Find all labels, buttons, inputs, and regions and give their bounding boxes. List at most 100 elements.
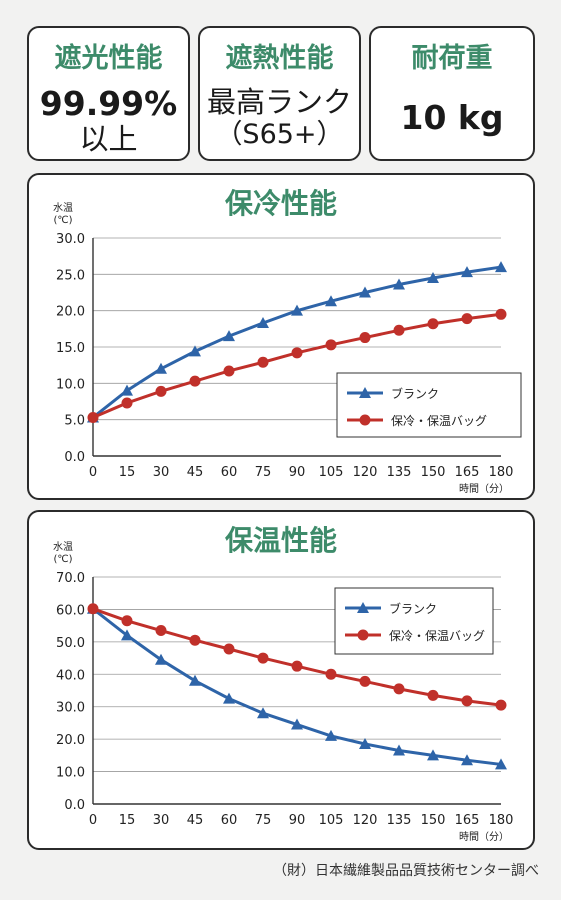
x-tick-label: 135 (387, 465, 412, 480)
data-point (257, 317, 269, 329)
data-point (427, 749, 439, 761)
y-tick-label: 5.0 (64, 414, 85, 429)
chart-panel-warm: 保温性能 水温 (℃) 0.0 10.0 20.0 30.0 40.0 50.0 60.0 70.0… (27, 510, 535, 850)
x-tick-label: 165 (455, 465, 480, 480)
data-point (257, 652, 269, 664)
stat-title: 遮熱性能 (225, 43, 334, 74)
x-tick-label: 120 (353, 465, 378, 480)
stat-box-load: 耐荷重 10 kg (369, 26, 535, 161)
x-tick-label: 75 (255, 813, 272, 828)
data-point (257, 356, 269, 368)
y-tick-label: 10.0 (56, 766, 85, 781)
x-tick-label: 30 (153, 465, 170, 480)
x-tick-label: 90 (289, 813, 306, 828)
x-axis-label: 時間（分） (459, 831, 509, 843)
y-axis-label: 水温 (53, 202, 73, 214)
stat-box-shading: 遮光性能 99.99% 以上 (27, 26, 190, 161)
stat-value-sub: （S65+） (215, 119, 344, 150)
x-tick-label: 180 (489, 465, 514, 480)
legend-box (336, 372, 522, 438)
data-point (393, 324, 405, 336)
y-axis-label: 水温 (53, 541, 73, 553)
data-point (393, 683, 405, 695)
chart-title: 保温性能 (225, 524, 337, 557)
y-tick-label: 40.0 (56, 668, 85, 683)
x-tick-label: 15 (119, 465, 136, 480)
data-point (495, 699, 507, 711)
x-tick-label: 45 (187, 465, 204, 480)
data-point (461, 695, 473, 707)
x-tick-label: 15 (119, 813, 136, 828)
data-point (359, 738, 371, 750)
x-tick-label: 150 (421, 813, 446, 828)
data-point (223, 643, 235, 655)
x-tick-label: 45 (187, 813, 204, 828)
chart-panel-cold: 保冷性能 水温 (℃) 0.0 5.0 10.0 15.0 20.0 25.0 30.0 0 15 30… (27, 173, 535, 500)
data-point (325, 295, 337, 307)
stat-title: 耐荷重 (411, 43, 493, 74)
data-point (291, 304, 303, 316)
stat-value-sub: 以上 (79, 122, 138, 156)
y-tick-label: 0.0 (64, 450, 85, 465)
stat-box-heat-shield: 遮熱性能 最高ランク （S65+） (198, 26, 361, 161)
y-tick-label: 70.0 (56, 571, 85, 586)
chart-title: 保冷性能 (225, 187, 337, 220)
stat-title: 遮光性能 (54, 43, 163, 74)
x-tick-label: 165 (455, 813, 480, 828)
x-tick-label: 60 (221, 465, 238, 480)
data-point (155, 653, 167, 665)
data-point (189, 674, 201, 686)
legend-marker (357, 602, 369, 613)
source-note: （財）日本繊維製品品質技術センター調べ (273, 863, 539, 879)
legend-label: 保冷・保温バッグ (391, 414, 487, 428)
x-tick-label: 150 (421, 465, 446, 480)
data-point (87, 411, 99, 423)
legend-label: 保冷・保温バッグ (389, 629, 485, 643)
x-tick-label: 0 (89, 813, 97, 828)
legend-label: ブランク (391, 386, 439, 401)
x-tick-label: 60 (221, 813, 238, 828)
data-point (155, 362, 167, 374)
data-point (325, 339, 337, 351)
stat-value: 99.99% (39, 84, 178, 123)
y-tick-label: 30.0 (56, 701, 85, 716)
data-point (495, 308, 507, 320)
y-tick-label: 30.0 (56, 232, 85, 247)
data-point (461, 754, 473, 766)
y-axis-unit: (℃) (53, 215, 72, 226)
data-point (427, 318, 439, 330)
x-tick-label: 105 (319, 465, 344, 480)
data-point (495, 261, 507, 273)
legend-marker (359, 387, 371, 398)
data-point (121, 384, 133, 396)
x-axis-label: 時間（分） (459, 483, 509, 495)
x-tick-label: 0 (89, 465, 97, 480)
data-point (223, 330, 235, 342)
data-point (393, 744, 405, 756)
chart-cold-retention: 保冷性能 水温(℃) 0.0 5.0 10.0 15.0 20.0 25.0 30.0 0 15 30… (53, 187, 522, 495)
y-tick-label: 0.0 (64, 798, 85, 813)
data-point (461, 313, 473, 325)
y-tick-label: 20.0 (56, 733, 85, 748)
data-point (121, 615, 133, 627)
y-tick-label: 60.0 (56, 603, 85, 618)
data-point (359, 675, 371, 687)
y-tick-label: 20.0 (56, 305, 85, 320)
legend-label: ブランク (389, 601, 437, 616)
data-point (257, 707, 269, 719)
data-point (325, 729, 337, 741)
data-point (291, 718, 303, 730)
data-point (393, 278, 405, 290)
legend-box (334, 587, 494, 655)
data-point (121, 397, 133, 409)
y-axis-unit: (℃) (53, 554, 72, 565)
stat-value: 最高ランク (206, 85, 352, 119)
data-point (427, 689, 439, 701)
x-tick-label: 90 (289, 465, 306, 480)
data-point (291, 660, 303, 672)
data-point (189, 634, 201, 646)
data-point (87, 603, 99, 615)
y-tick-label: 25.0 (56, 268, 85, 283)
data-point (291, 347, 303, 359)
